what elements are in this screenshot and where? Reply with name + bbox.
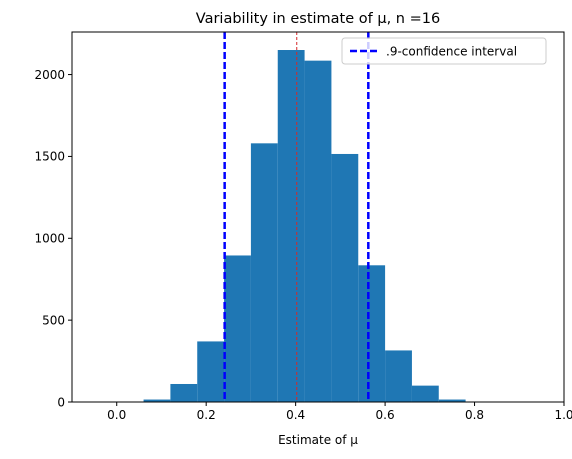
histogram-bar: [224, 255, 251, 402]
x-tick-label: 1.0: [554, 408, 572, 422]
histogram-bar: [438, 399, 466, 402]
y-axis-ticks: 0 500 1000 1500 2000: [34, 68, 72, 409]
histogram-bar: [250, 143, 278, 402]
y-tick-label: 1500: [34, 150, 65, 164]
x-tick-label: 0.6: [376, 408, 395, 422]
legend-label: .9-confidence interval: [386, 45, 517, 59]
vertical-lines-group: [223, 32, 370, 402]
histogram-bar: [170, 383, 198, 402]
x-tick-label: 0.2: [197, 408, 216, 422]
x-tick-label: 0.8: [465, 408, 484, 422]
histogram-bar: [143, 399, 171, 402]
y-tick-label: 2000: [34, 68, 65, 82]
plot-frame: [71, 31, 565, 403]
x-tick-label: 0.0: [107, 408, 126, 422]
x-axis-label: Estimate of μ: [278, 433, 358, 447]
x-tick-label: 0.4: [286, 408, 305, 422]
chart-title: Variability in estimate of μ, n =16: [196, 11, 440, 27]
histogram-bar: [197, 341, 225, 402]
histogram-bar: [385, 350, 412, 402]
histogram-bar: [331, 153, 359, 402]
legend: .9-confidence interval: [341, 37, 547, 65]
y-tick-label: 1000: [34, 232, 65, 246]
histogram-bar: [411, 385, 439, 402]
histogram-bar: [304, 60, 332, 402]
y-tick-label: 0: [57, 395, 65, 409]
bars-group: [116, 50, 493, 402]
legend-box: [341, 37, 547, 65]
histogram-bar: [358, 265, 386, 402]
histogram-bar: [277, 50, 305, 402]
x-axis-ticks: 0.0 0.2 0.4 0.6 0.8 1.0: [107, 402, 572, 422]
y-tick-label: 500: [42, 313, 65, 327]
